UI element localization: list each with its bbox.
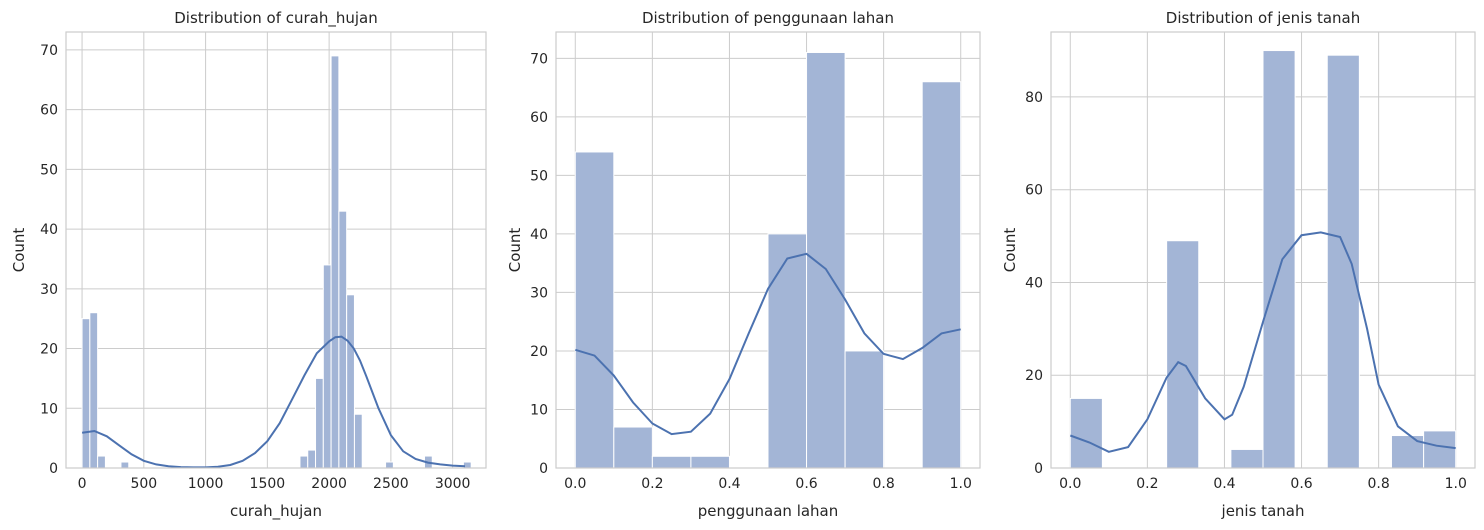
x-tick-label: 3000 [435, 476, 471, 492]
kde-line [575, 252, 961, 436]
histogram-bar [385, 461, 394, 469]
y-tick-label: 40 [1025, 275, 1043, 291]
y-tick-label: 10 [40, 401, 58, 417]
x-tick-label: 0.6 [1290, 476, 1312, 492]
x-axis-label: curah_hujan [230, 502, 322, 521]
histogram-bar [330, 55, 340, 469]
histogram-bar [81, 318, 91, 469]
y-axis-label: Count [1001, 228, 1019, 273]
histogram-bar [89, 312, 99, 469]
x-tick-label: 0.4 [718, 476, 740, 492]
x-tick-label: 0.2 [641, 476, 663, 492]
x-tick-label: 0.0 [564, 476, 586, 492]
chart-title: Distribution of curah_hujan [174, 9, 378, 28]
y-tick-label: 10 [530, 402, 548, 418]
y-tick-label: 20 [530, 344, 548, 360]
x-tick-label: 2000 [311, 476, 347, 492]
plot-frame [65, 31, 487, 469]
y-tick-label: 70 [530, 51, 548, 67]
histogram-bar [346, 294, 355, 469]
y-tick-label: 60 [1025, 183, 1043, 199]
x-tick-label: 1.0 [1445, 476, 1467, 492]
panel-curah-hujan: 0 500 1000 1500 2000 2500 3000 0 10 20 30 40 50 60 70 D… [10, 9, 487, 521]
y-axis-label: Count [10, 228, 28, 273]
y-axis-label: Count [506, 228, 524, 273]
x-tick-label: 1000 [188, 476, 224, 492]
y-tick-label: 70 [40, 43, 58, 59]
y-tick-label: 50 [40, 162, 58, 178]
y-tick-label: 0 [539, 461, 548, 477]
y-tick-label: 30 [530, 285, 548, 301]
y-tick-label: 40 [40, 222, 58, 238]
x-tick-label: 2500 [373, 476, 409, 492]
x-tick-label: 1500 [250, 476, 286, 492]
x-tick-label: 0.8 [1368, 476, 1390, 492]
histogram-bar [1166, 240, 1200, 469]
plot-frame [1050, 31, 1476, 469]
y-tick-label: 0 [1034, 461, 1043, 477]
histogram-bar [1069, 397, 1103, 469]
x-axis-label: penggunaan lahan [698, 502, 839, 520]
y-tick-label: 20 [1025, 368, 1043, 384]
histogram-bar [651, 455, 692, 469]
histogram-bar [120, 461, 130, 469]
histogram-bar [299, 455, 309, 469]
y-tick-label: 30 [40, 282, 58, 298]
x-tick-label: 0 [78, 476, 87, 492]
histogram-bar [921, 81, 962, 469]
kde-line [81, 335, 466, 469]
y-tick-label: 50 [530, 168, 548, 184]
x-axis-label: jenis tanah [1221, 502, 1305, 520]
histogram-bar [574, 151, 615, 469]
histogram-bar [690, 455, 730, 469]
histogram-bar [1326, 54, 1360, 469]
y-tick-label: 60 [40, 103, 58, 119]
histogram-bar [806, 51, 846, 469]
y-tick-label: 60 [530, 110, 548, 126]
chart-title: Distribution of jenis tanah [1166, 9, 1360, 27]
histogram-bar [315, 377, 324, 469]
histogram-bar [353, 413, 363, 469]
x-tick-label: 0.4 [1213, 476, 1235, 492]
histogram-bar [844, 350, 885, 469]
y-tick-label: 20 [40, 342, 58, 358]
y-tick-label: 80 [1025, 90, 1043, 106]
histogram-bar [1230, 448, 1264, 469]
histogram-bar [307, 449, 317, 469]
chart-title: Distribution of penggunaan lahan [642, 9, 894, 27]
plot-frame [555, 31, 981, 469]
x-tick-label: 0.8 [873, 476, 895, 492]
histogram-bar [767, 233, 808, 469]
panel-penggunaan-lahan: 0.0 0.2 0.4 0.6 0.8 1.0 0 10 20 30 40 50 60 70 Distrib… [506, 9, 981, 520]
x-tick-label: 500 [130, 476, 157, 492]
x-tick-label: 1.0 [950, 476, 972, 492]
x-tick-label: 0.6 [795, 476, 817, 492]
x-tick-label: 0.2 [1136, 476, 1158, 492]
x-tick-label: 0.0 [1059, 476, 1081, 492]
panel-jenis-tanah: 0.0 0.2 0.4 0.6 0.8 1.0 0 20 40 60 80 Distribution … [1001, 9, 1476, 520]
histogram-bar [1262, 50, 1296, 469]
kde-line [1069, 231, 1456, 453]
histogram-bar [97, 455, 106, 469]
histogram-bar [613, 426, 653, 469]
y-tick-label: 40 [530, 227, 548, 243]
histogram-bar [1423, 430, 1457, 469]
histogram-bar [322, 264, 332, 469]
y-tick-label: 0 [49, 461, 58, 477]
histogram-bar [1390, 435, 1425, 469]
